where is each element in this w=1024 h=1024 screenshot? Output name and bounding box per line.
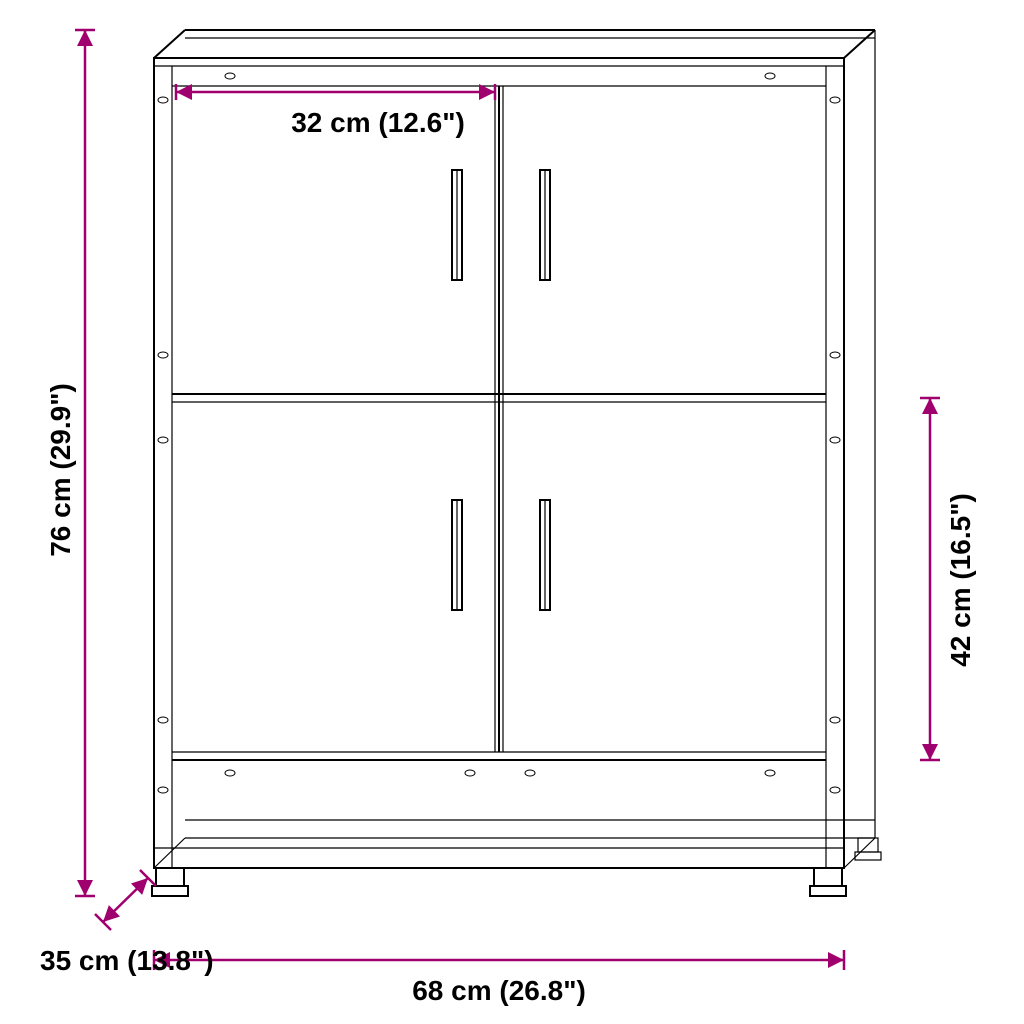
label-width: 68 cm (26.8") (412, 975, 586, 1006)
dimension-lines (75, 30, 940, 970)
dim-height (75, 30, 95, 896)
label-height: 76 cm (29.9") (45, 383, 76, 557)
label-door-width: 32 cm (12.6") (291, 107, 465, 138)
label-lower-height: 42 cm (16.5") (945, 493, 976, 667)
label-depth: 35 cm (13.8") (40, 945, 214, 976)
dim-width (154, 950, 844, 970)
dim-lower-height (920, 398, 940, 760)
cabinet-drawing (152, 30, 881, 896)
dim-depth (95, 870, 156, 930)
dimension-labels: 76 cm (29.9") 68 cm (26.8") 35 cm (13.8"… (40, 107, 976, 1006)
